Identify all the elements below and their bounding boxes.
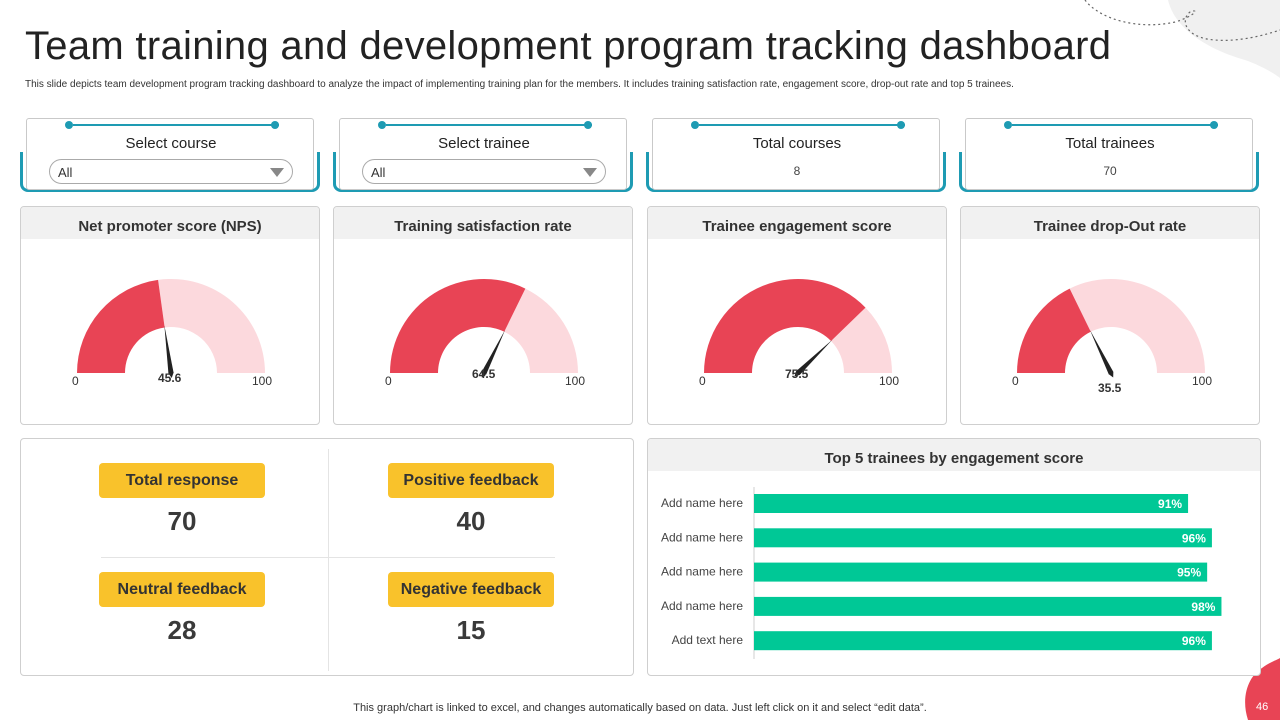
select-course-label: Select course [125, 135, 217, 152]
gauge-track [504, 288, 578, 373]
positive-feedback-value: 40 [456, 506, 486, 536]
gauge-fill [1017, 288, 1091, 373]
page-subtitle: This slide depicts team development prog… [25, 79, 1014, 90]
gauge-fill [704, 279, 866, 373]
page-number: 46 [1256, 701, 1269, 713]
gauge-value-label: 75.5 [785, 367, 809, 381]
bar [754, 528, 1212, 548]
gauge-chart [390, 279, 578, 378]
bar [754, 631, 1212, 651]
gauge-min-label: 0 [1012, 374, 1019, 388]
neutral-feedback-label: Neutral feedback [99, 572, 265, 607]
gauge-card-nps: Net promoter score (NPS) 0 100 45.6 [20, 206, 320, 425]
feedback-panel: Total response 70 Positive feedback 40 N… [20, 438, 634, 676]
gauge-title: Trainee drop-Out rate [961, 207, 1259, 239]
trainee-dropdown[interactable]: All [362, 159, 606, 184]
positive-feedback-label: Positive feedback [388, 463, 554, 498]
select-course-card: Select course All [20, 112, 320, 194]
gauge-fill [390, 279, 526, 373]
total-courses-label: Total courses [752, 135, 842, 152]
gauge-min-label: 0 [385, 374, 392, 388]
gauge-value-label: 45.6 [158, 371, 182, 385]
total-response-value: 70 [167, 506, 197, 536]
gauge-card-satisfaction: Training satisfaction rate 0 100 64.5 [333, 206, 633, 425]
bar-value-label: 96% [1182, 531, 1206, 545]
chevron-down-icon[interactable] [270, 168, 284, 177]
total-response-item: Total response 70 [99, 463, 265, 537]
gauge-needle [481, 329, 506, 378]
select-trainee-card: Select trainee All [333, 112, 633, 194]
chevron-down-icon[interactable] [583, 168, 597, 177]
top-right-blob [1168, 0, 1280, 78]
trainee-dropdown-value: All [371, 165, 386, 180]
gauge-needle [1089, 329, 1114, 378]
gauge-chart [704, 279, 892, 377]
gauge-min-label: 0 [72, 374, 79, 388]
gauge-max-label: 100 [565, 374, 586, 388]
negative-feedback-item: Negative feedback 15 [388, 572, 554, 646]
gauge-value-label: 64.5 [472, 367, 496, 381]
course-dropdown[interactable]: All [49, 159, 293, 184]
gauge-card-dropout: Trainee drop-Out rate 0 100 35.5 [960, 206, 1260, 425]
page-title: Team training and development program tr… [25, 24, 1112, 68]
bar-chart[interactable]: 91% Add name here 96% Add name here 95% Add n… [648, 439, 1261, 676]
course-dropdown-value: All [58, 165, 73, 180]
gauge-title: Trainee engagement score [648, 207, 946, 239]
neutral-feedback-item: Neutral feedback 28 [99, 572, 265, 646]
top-trainees-chart-panel: Top 5 trainees by engagement score 91% Ad… [647, 438, 1261, 676]
total-trainees-card: Total trainees 70 [959, 112, 1259, 194]
total-response-label: Total response [99, 463, 265, 498]
total-trainees-label: Total trainees [1065, 135, 1155, 152]
gauge-needle [164, 325, 174, 378]
footer-note: This graph/chart is linked to excel, and… [353, 702, 927, 714]
gauge-title: Net promoter score (NPS) [21, 207, 319, 239]
gauge-chart [1017, 279, 1205, 378]
bar-category-label: Add text here [672, 633, 744, 647]
bar-value-label: 91% [1158, 497, 1182, 511]
gauge-min-label: 0 [699, 374, 706, 388]
bar-category-label: Add name here [661, 530, 743, 544]
gauge-max-label: 100 [879, 374, 900, 388]
gauge-track [158, 279, 265, 373]
gauge-value-label: 35.5 [1098, 381, 1122, 395]
gauge-title: Training satisfaction rate [334, 207, 632, 239]
bar-category-label: Add name here [661, 565, 743, 579]
gauge-max-label: 100 [252, 374, 273, 388]
gauge-chart [77, 279, 265, 378]
bar-value-label: 98% [1191, 600, 1215, 614]
neutral-feedback-value: 28 [167, 615, 197, 645]
negative-feedback-label: Negative feedback [388, 572, 554, 607]
gauge-card-engagement: Trainee engagement score 0 100 75.5 [647, 206, 947, 425]
bar [754, 494, 1189, 513]
bar-category-label: Add name here [661, 599, 743, 613]
gauge-track [1069, 279, 1205, 373]
positive-feedback-item: Positive feedback 40 [388, 463, 554, 537]
dotted-curve [1084, 0, 1280, 41]
select-trainee-label: Select trainee [438, 135, 530, 152]
total-trainees-value: 70 [1103, 164, 1117, 178]
bar [754, 596, 1222, 616]
total-courses-card: Total courses 8 [646, 112, 946, 194]
gauge-track [831, 307, 892, 373]
bar-value-label: 96% [1182, 634, 1206, 648]
gauge-needle [794, 339, 833, 377]
bar-category-label: Add name here [661, 496, 743, 510]
gauge-fill [77, 279, 165, 373]
bar-value-label: 95% [1177, 566, 1201, 580]
bar [754, 562, 1208, 582]
chart-title: Top 5 trainees by engagement score [648, 439, 1260, 471]
gauge-max-label: 100 [1192, 374, 1213, 388]
negative-feedback-value: 15 [456, 615, 486, 645]
total-courses-value: 8 [793, 164, 801, 178]
